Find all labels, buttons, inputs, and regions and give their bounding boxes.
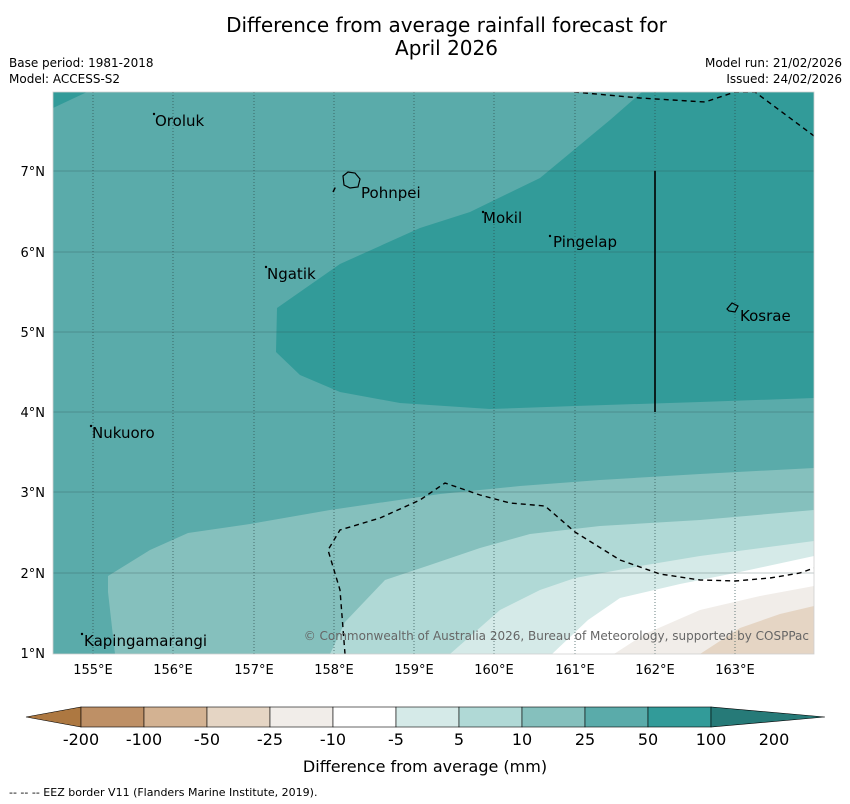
colorbar-tick-label: 50 <box>638 730 658 749</box>
model-text: Model: ACCESS-S2 <box>9 72 121 86</box>
eez-borders <box>327 92 814 654</box>
ngatik-dot <box>264 265 268 269</box>
copyright-text: © Commonwealth of Australia 2026, Bureau… <box>304 629 809 643</box>
base-period-text: Base period: 1981-2018 <box>9 56 154 70</box>
colorbar-segment <box>521 706 586 728</box>
colorbar-segment <box>458 706 523 728</box>
colorbar-tick-label: -100 <box>126 730 162 749</box>
colorbar-tick-label: -5 <box>388 730 404 749</box>
meta-left: Base period: 1981-2018 Model: ACCESS-S2 <box>9 55 154 87</box>
chart-title: Difference from average rainfall forecas… <box>0 14 850 60</box>
label-pohnpei: Pohnpei <box>361 184 421 202</box>
label-mokil: Mokil <box>483 209 522 227</box>
lon-label: 159°E <box>394 663 434 678</box>
label-ngatik: Ngatik <box>267 265 316 283</box>
map-frame <box>52 91 815 655</box>
nukuoro-dot <box>89 424 93 428</box>
label-kapingamarangi: Kapingamarangi <box>84 632 207 650</box>
colorbar-segment <box>395 706 460 728</box>
mokil-dot <box>481 210 485 214</box>
lon-label: 156°E <box>153 663 193 678</box>
lat-label: 7°N <box>21 165 46 180</box>
colorbar-tick-label: -10 <box>320 730 346 749</box>
lon-label: 158°E <box>314 663 354 678</box>
map-area: Oroluk Pohnpei Mokil Pingelap Ngatik Kos… <box>53 92 814 654</box>
colorbar-tick-label: 25 <box>575 730 595 749</box>
colorbar-segment <box>584 706 649 728</box>
kapinga-dot <box>80 632 84 636</box>
lon-label: 160°E <box>474 663 514 678</box>
colorbar: -200 -100 -50 -25 -10 -5 5 10 25 50 100 200 <box>25 706 826 749</box>
lon-label: 157°E <box>234 663 274 678</box>
issued-text: Issued: 24/02/2026 <box>726 72 842 86</box>
colorbar-segment <box>332 706 397 728</box>
kosrae-island <box>726 302 739 313</box>
colorbar-segment <box>647 706 712 728</box>
oroluk-dot <box>152 112 156 116</box>
pohnpei-island <box>342 171 361 189</box>
label-nukuoro: Nukuoro <box>92 424 155 442</box>
colorbar-extend-high <box>710 706 826 728</box>
title-line-2: April 2026 <box>395 36 498 60</box>
lat-label: 4°N <box>21 406 46 421</box>
lon-label: 163°E <box>715 663 755 678</box>
colorbar-tick-label: 100 <box>696 730 727 749</box>
label-pingelap: Pingelap <box>553 233 617 251</box>
lat-label: 6°N <box>21 246 46 261</box>
colorbar-tick-label: -25 <box>257 730 283 749</box>
colorbar-tick-label: 200 <box>759 730 790 749</box>
pingelap-dot <box>548 234 552 238</box>
islands <box>80 112 739 636</box>
colorbar-tick-label: -50 <box>194 730 220 749</box>
lat-label: 2°N <box>21 567 46 582</box>
lon-labels: 155°E 156°E 157°E 158°E 159°E 160°E 161°… <box>73 663 755 678</box>
colorbar-segment <box>269 706 334 728</box>
colorbar-extend-low <box>25 706 82 728</box>
model-run-text: Model run: 21/02/2026 <box>704 56 842 70</box>
grid-lines <box>92 92 736 654</box>
colorbar-segment <box>143 706 208 728</box>
colorbar-segment <box>206 706 271 728</box>
title-line-1: Difference from average rainfall forecas… <box>226 13 667 37</box>
lon-label: 161°E <box>555 663 595 678</box>
eez-footnote: -- -- -- EEZ border V11 (Flanders Marine… <box>9 786 318 799</box>
field-minus-25-10 <box>700 606 814 654</box>
lat-label: 3°N <box>21 486 46 501</box>
colorbar-title: Difference from average (mm) <box>303 757 547 776</box>
label-kosrae: Kosrae <box>740 307 791 325</box>
colorbar-tick-label: 5 <box>454 730 464 749</box>
meta-right: Model run: 21/02/2026 Issued: 24/02/2026 <box>705 55 842 87</box>
lat-grid-lines <box>53 170 814 574</box>
lat-labels: 1°N 2°N 3°N 4°N 5°N 6°N 7°N <box>21 165 46 662</box>
field-100-200-corner <box>53 92 87 108</box>
lat-label: 5°N <box>21 326 46 341</box>
colorbar-tick-label: -200 <box>63 730 99 749</box>
lon-label: 162°E <box>635 663 675 678</box>
label-oroluk: Oroluk <box>155 112 204 130</box>
lon-label: 155°E <box>73 663 113 678</box>
lat-label: 1°N <box>21 647 46 662</box>
colorbar-segment <box>80 706 145 728</box>
colorbar-tick-label: 10 <box>512 730 532 749</box>
